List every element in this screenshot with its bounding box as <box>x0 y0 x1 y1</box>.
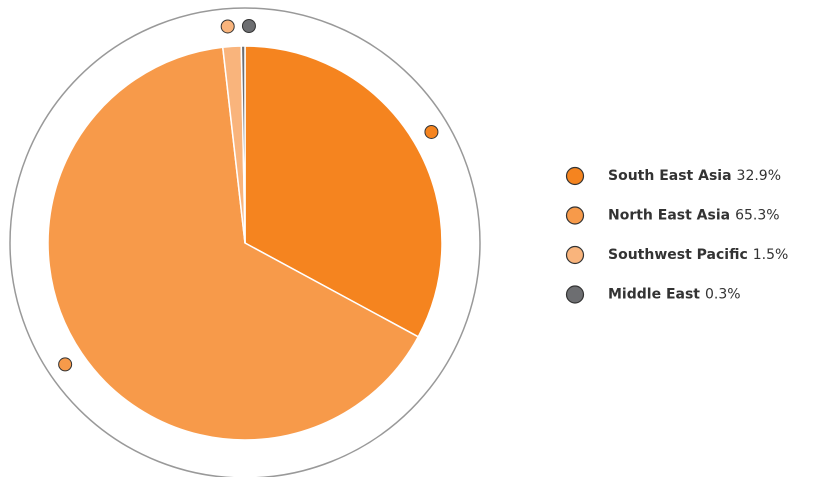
legend-value: 32.9% <box>737 168 781 184</box>
legend-label: Middle East 0.3% <box>608 287 741 303</box>
legend-value: 65.3% <box>735 208 779 224</box>
legend-swatch <box>565 166 585 186</box>
slice-marker <box>424 124 439 139</box>
legend-name: South East Asia <box>608 168 732 184</box>
legend-name: Southwest Pacific <box>608 247 748 263</box>
outer-ring <box>9 7 481 477</box>
slice-marker <box>58 357 73 372</box>
legend-label: Southwest Pacific 1.5% <box>608 247 788 263</box>
legend-name: North East Asia <box>608 208 730 224</box>
legend-swatch <box>565 206 585 225</box>
legend-label: South East Asia 32.9% <box>608 168 781 184</box>
pie-slice <box>240 45 246 244</box>
legend-swatch <box>565 245 585 265</box>
legend-value: 0.3% <box>705 287 741 303</box>
legend-label: North East Asia 65.3% <box>608 208 780 224</box>
slice-marker <box>241 19 256 34</box>
pie-slice <box>244 45 443 338</box>
legend-swatch <box>565 285 585 304</box>
slice-marker <box>220 19 235 34</box>
legend-value: 1.5% <box>753 247 789 263</box>
legend-name: Middle East <box>608 287 700 303</box>
pie-slice <box>47 46 420 441</box>
